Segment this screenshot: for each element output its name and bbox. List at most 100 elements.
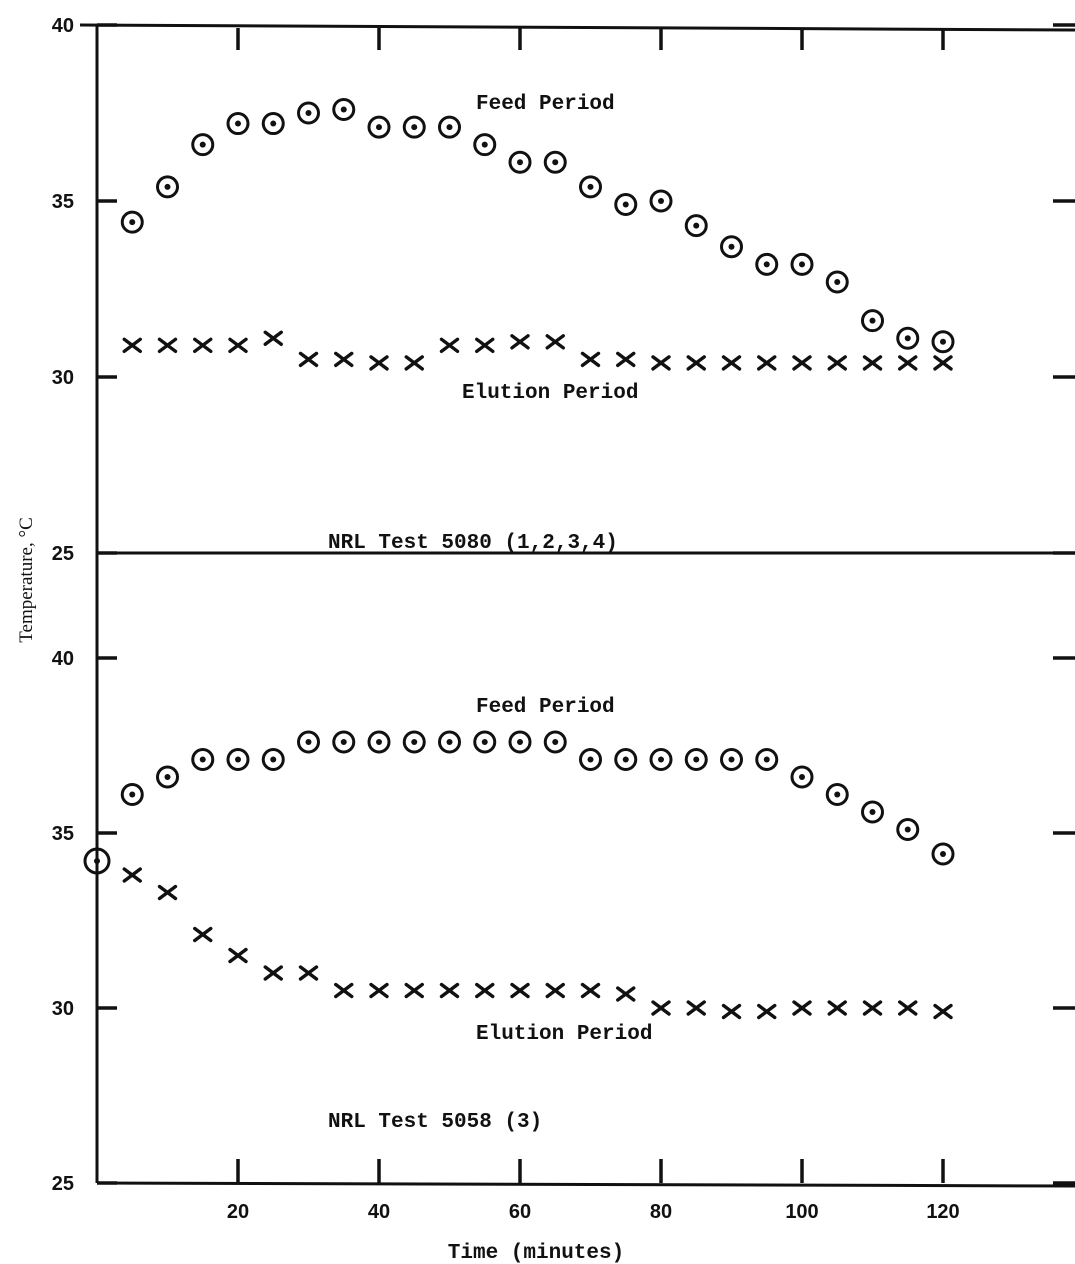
bottom-elution-period-label: Elution Period	[476, 1023, 652, 1046]
elution-period-point	[193, 337, 213, 354]
feed-period-point	[156, 175, 179, 199]
feed-period-point	[261, 748, 285, 771]
y-tick-label: 35	[52, 823, 74, 845]
elution-period-point	[122, 337, 142, 354]
y-tick-label: 30	[52, 367, 74, 389]
elution-period-point	[686, 1000, 706, 1016]
feed-period-point	[473, 133, 497, 157]
elution-period-point	[334, 982, 354, 999]
elution-period-point	[122, 867, 142, 883]
elution-period-point	[439, 982, 460, 999]
elution-period-point	[439, 337, 460, 354]
x-tick-label: 40	[368, 1201, 390, 1223]
elution-period-point	[404, 355, 424, 371]
elution-period-point	[193, 926, 213, 943]
feed-period-point	[508, 730, 532, 754]
elution-period-point	[545, 982, 565, 999]
elution-period-point	[475, 337, 495, 354]
feed-period-point	[120, 783, 144, 806]
elution-period-point	[580, 351, 601, 368]
elution-period-point	[334, 351, 354, 368]
feed-period-point	[579, 748, 602, 771]
elution-period-point	[228, 947, 248, 964]
elution-period-point	[510, 982, 530, 999]
feed-period-point	[402, 115, 426, 139]
feed-period-point	[543, 730, 567, 754]
feed-period-point	[649, 748, 673, 771]
feed-period-point	[684, 214, 708, 238]
feed-period-point	[120, 210, 144, 234]
feed-period-point	[332, 730, 356, 754]
feed-period-point	[755, 748, 779, 771]
feed-period-point	[367, 730, 391, 754]
elution-period-point	[510, 334, 530, 350]
elution-period-point	[580, 982, 601, 999]
elution-period-point	[369, 982, 389, 999]
feed-period-point	[473, 730, 497, 754]
feed-period-point	[261, 112, 285, 136]
top-elution-period-label: Elution Period	[462, 382, 638, 405]
elution-period-point	[263, 330, 283, 346]
elution-period-point	[545, 334, 565, 350]
bottom-feed-period-label: Feed Period	[476, 696, 615, 719]
elution-period-point	[721, 355, 742, 371]
x-tick-label: 120	[926, 1201, 959, 1223]
feed-period-point	[438, 115, 461, 139]
feed-period-point	[790, 765, 814, 789]
x-tick-label: 20	[227, 1201, 249, 1223]
elution-period-point	[933, 355, 953, 371]
feed-period-point	[297, 101, 320, 125]
marks-group	[83, 97, 955, 1020]
elution-period-point	[898, 1000, 918, 1016]
y-tick-label: 35	[52, 191, 74, 213]
bottom-chart-title: NRL Test 5058 (3)	[328, 1111, 542, 1134]
elution-period-point	[721, 1003, 742, 1020]
elution-period-point	[298, 351, 319, 368]
feed-period-point	[684, 748, 708, 771]
tick-group: 30 35 40 25 25 30 35 40 20 40 60 80 100 120	[52, 15, 1075, 1223]
feed-period-point	[861, 309, 884, 333]
elution-period-point	[827, 1000, 847, 1016]
elution-period-point	[792, 355, 812, 371]
feed-period-point	[543, 150, 567, 174]
elution-period-point	[651, 355, 671, 371]
y-axis-label: Temperature, °C	[16, 517, 37, 643]
elution-period-point	[228, 337, 248, 354]
feed-period-point	[156, 765, 179, 789]
y-tick-label: 40	[52, 15, 74, 37]
elution-period-point	[757, 355, 777, 371]
feed-period-point	[896, 818, 920, 841]
top-feed-period-label: Feed Period	[476, 93, 615, 116]
feed-period-point	[614, 193, 638, 217]
y-tick-label: 30	[52, 998, 74, 1020]
top-chart-title: NRL Test 5080 (1,2,3,4)	[328, 532, 618, 555]
feed-period-point	[825, 783, 849, 806]
feed-period-point	[226, 748, 250, 771]
feed-period-point	[297, 730, 320, 754]
feed-period-point	[720, 235, 743, 259]
elution-period-point	[157, 337, 178, 354]
y-tick-label: 25	[52, 1173, 74, 1195]
x-tick-label: 100	[785, 1201, 818, 1223]
elution-period-point	[404, 982, 424, 999]
elution-period-point	[369, 355, 389, 371]
elution-period-point	[616, 986, 636, 1002]
x-tick-label: 80	[650, 1201, 672, 1223]
feed-period-point	[896, 326, 920, 350]
elution-period-point	[757, 1003, 777, 1020]
elution-period-point	[475, 982, 495, 999]
elution-period-point	[263, 965, 283, 981]
elution-period-point	[898, 355, 918, 371]
feed-period-point	[720, 748, 743, 771]
feed-period-point	[931, 330, 955, 354]
feed-period-point	[438, 730, 461, 754]
feed-period-point	[579, 175, 602, 199]
feed-period-point	[83, 847, 111, 875]
feed-period-point	[226, 112, 250, 136]
x-axis-label: Time (minutes)	[448, 1242, 624, 1264]
y-tick-label: 40	[52, 648, 74, 670]
feed-period-point	[755, 252, 779, 276]
top-border-line	[79, 23, 1075, 32]
elution-period-point	[651, 1000, 671, 1016]
